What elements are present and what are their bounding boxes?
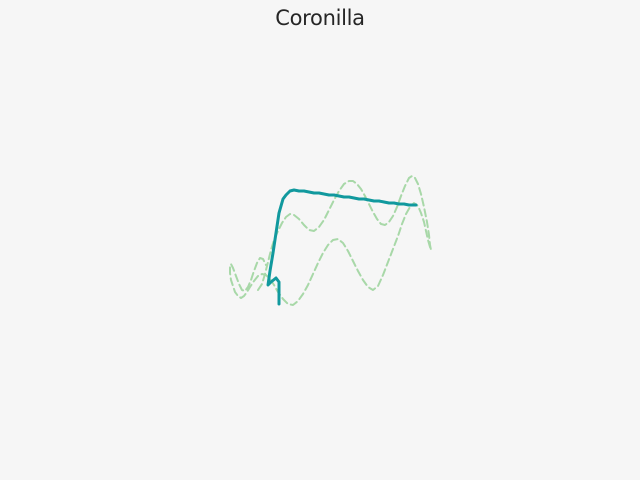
series-line-2 [266, 188, 418, 306]
chart-title: Coronilla [275, 6, 365, 30]
series-line-1 [229, 175, 432, 306]
